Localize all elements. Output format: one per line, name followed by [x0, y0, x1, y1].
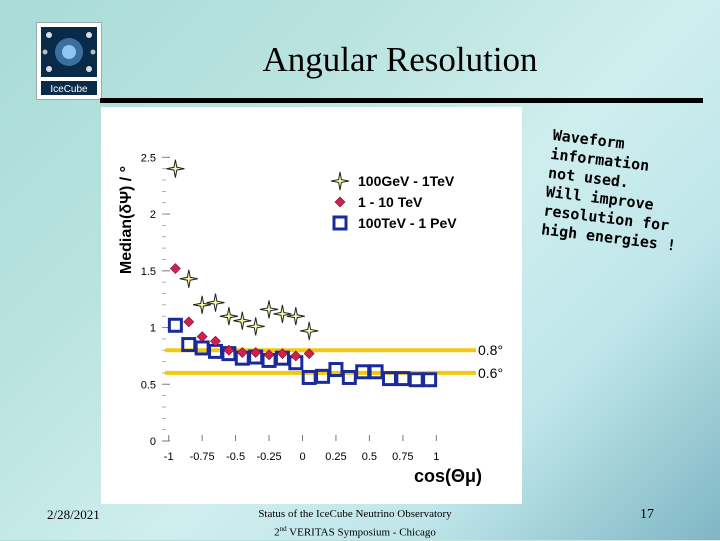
data-marks [166, 159, 438, 388]
reference-line-label: 0.6° [478, 365, 503, 381]
footer-ordinal-suffix: nd [279, 525, 287, 533]
y-tick-label: 0 [150, 436, 156, 448]
data-point-star [179, 269, 198, 288]
x-tick-label: 1 [433, 451, 439, 463]
data-point-diamond [263, 349, 275, 361]
x-tick-label: 0.75 [392, 451, 413, 463]
legend-label: 100TeV - 1 PeV [358, 215, 457, 231]
data-point-square [422, 372, 438, 388]
data-point-star [193, 295, 212, 314]
footer-line-1: Status of the IceCube Neutrino Observato… [258, 508, 452, 520]
icecube-logo: IceCube [36, 22, 102, 100]
x-tick-label: 0 [299, 451, 305, 463]
data-point-diamond [250, 347, 262, 358]
data-point-diamond [196, 331, 208, 343]
legend-label: 100GeV - 1TeV [358, 173, 455, 189]
footer-caption: Status of the IceCube Neutrino Observato… [230, 507, 480, 541]
y-tick-label: 2 [150, 209, 156, 221]
data-point-star [219, 307, 238, 326]
data-point-diamond [183, 316, 195, 328]
data-point-square [167, 317, 183, 333]
data-point-star [300, 321, 319, 340]
axis-labels: cos(Θμ) Median(δΨ) / ° [118, 166, 482, 486]
legend-marker-star [330, 171, 350, 191]
x-axis-label: cos(Θμ) [414, 466, 482, 486]
data-point-diamond [277, 348, 288, 360]
y-tick-label: 2.5 [141, 152, 156, 164]
waveform-callout: Waveform information not used. Will impr… [537, 126, 683, 281]
data-point-diamond [210, 335, 221, 347]
data-point-star [246, 317, 265, 336]
data-point-star [206, 293, 225, 312]
data-point-square [408, 372, 424, 388]
reference-line-label: 0.8° [478, 342, 503, 358]
footer-line-2: 2nd VERITAS Symposium - Chicago [230, 522, 480, 541]
page-number: 17 [640, 507, 654, 522]
logo-text: IceCube [50, 84, 88, 95]
x-tick-label: -0.5 [226, 451, 245, 463]
x-tick-label: -1 [164, 451, 174, 463]
data-point-star [273, 304, 292, 323]
y-tick-label: 0.5 [141, 379, 156, 391]
footer-ordinal: 2 [274, 526, 280, 539]
x-tick-label: -0.25 [257, 451, 282, 463]
data-point-star [286, 307, 305, 326]
footer-event: VERITAS Symposium - Chicago [286, 526, 436, 539]
data-point-diamond [290, 350, 302, 362]
title-underline [100, 98, 703, 103]
chart-axes: 0 0.5 1 1.5 2 2.5 -1 -0.75 -0.5 -0.25 0 0.25 0.5 0.75… [141, 152, 440, 463]
legend-marker-square [332, 215, 348, 231]
y-tick-label: 1 [150, 323, 156, 335]
x-tick-label: 0.25 [325, 451, 346, 463]
data-point-star [166, 159, 185, 178]
chart-legend: 100GeV - 1TeV 1 - 10 TeV 100TeV - 1 PeV [330, 171, 457, 231]
reference-lines: 0.8° 0.6° [165, 342, 503, 381]
x-tick-label: 0.5 [362, 451, 377, 463]
plot-panel [101, 107, 522, 504]
slide-title: Angular Resolution [262, 40, 538, 79]
data-point-square [328, 362, 344, 378]
y-axis-label: Median(δΨ) / ° [118, 166, 135, 274]
y-tick-label: 1.5 [141, 266, 156, 278]
icecube-logo-graphic: IceCube [41, 27, 97, 95]
x-tick-label: -0.75 [190, 451, 215, 463]
data-point-diamond [303, 348, 315, 360]
data-point-diamond [223, 344, 235, 356]
data-point-diamond [236, 347, 248, 358]
data-point-star [233, 311, 252, 330]
legend-label: 1 - 10 TeV [358, 194, 423, 210]
footer-date: 2/28/2021 [47, 507, 100, 522]
legend-marker-diamond [334, 196, 346, 208]
data-point-diamond [169, 263, 181, 274]
data-point-star [259, 300, 279, 319]
